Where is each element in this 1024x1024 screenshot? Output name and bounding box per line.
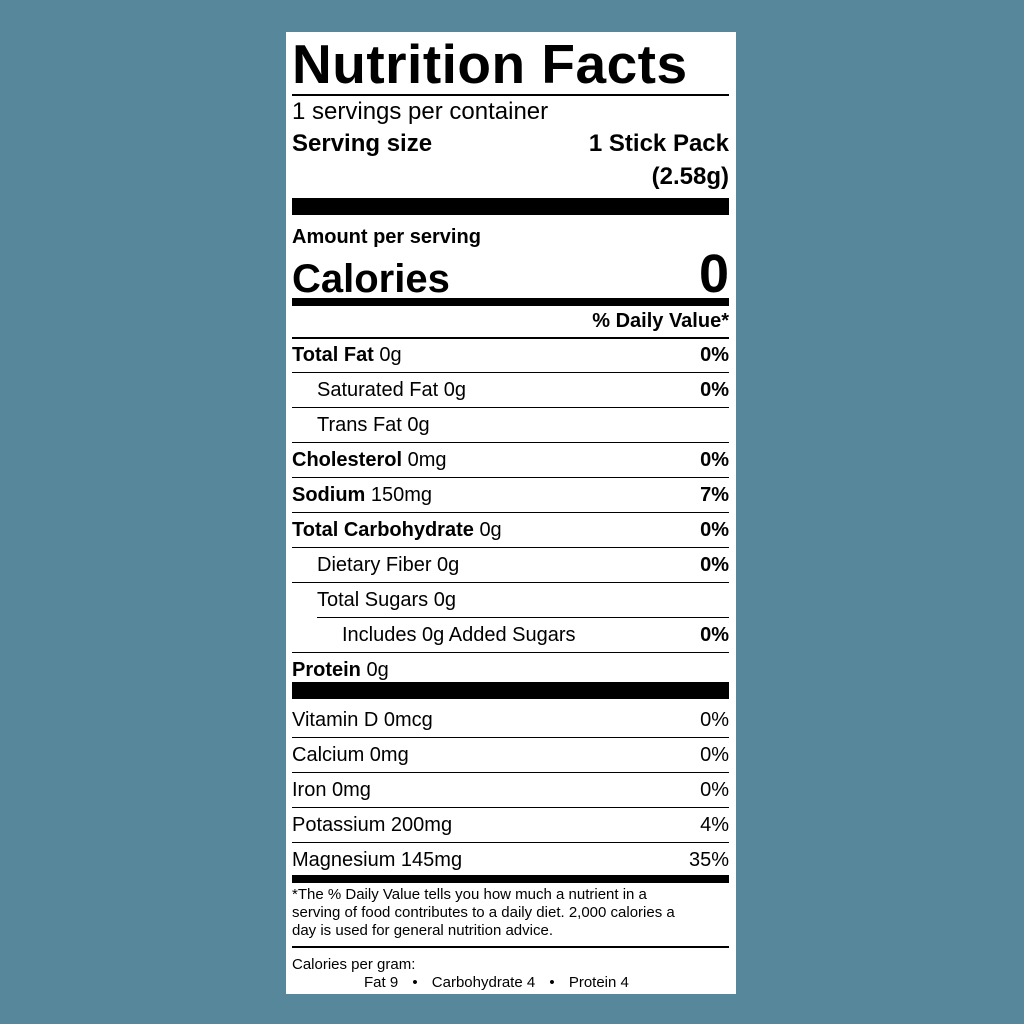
divider xyxy=(292,337,729,339)
vitamin-row-calcium: Calcium 0mg 0% xyxy=(292,738,729,773)
nutrient-row-total-sugars: Total Sugars 0g xyxy=(317,583,729,618)
vitamin-row-iron: Iron 0mg 0% xyxy=(292,773,729,808)
nutrient-name: Total Fat xyxy=(292,343,374,366)
nutrient-name: Total Sugars xyxy=(317,588,429,611)
divider xyxy=(292,946,729,948)
nutrient-row-added-sugars: Includes 0g Added Sugars 0% xyxy=(292,618,729,653)
nutrient-row-saturated-fat: Saturated Fat 0g 0% xyxy=(292,373,729,408)
footnote-line: day is used for general nutrition advice… xyxy=(292,922,553,939)
serving-size-row: Serving size 1 Stick Pack xyxy=(292,129,729,159)
protein-calories: Protein 4 xyxy=(568,974,629,991)
daily-value-header: % Daily Value* xyxy=(592,310,729,332)
serving-size-weight: (2.58g) xyxy=(651,163,729,190)
nutrient-name: Saturated Fat xyxy=(317,378,439,401)
calories-per-gram-label: Calories per gram: xyxy=(292,956,416,973)
divider xyxy=(292,94,729,96)
nutrient-name: Dietary Fiber xyxy=(317,553,432,576)
calories-value: 0 xyxy=(698,244,729,304)
vitamin-dv: 4% xyxy=(700,813,729,836)
nutrient-name: Trans Fat xyxy=(317,413,402,436)
nutrient-amount: 0g xyxy=(479,518,502,541)
nutrient-amount: 150mg xyxy=(370,483,433,506)
nutrient-dv: 0% xyxy=(700,448,729,471)
nutrient-dv: 0% xyxy=(700,518,729,541)
thick-divider xyxy=(292,198,729,215)
nutrition-facts-label: Nutrition Facts 1 servings per container… xyxy=(286,32,736,994)
nutrient-dv: 0% xyxy=(700,378,729,401)
vitamin-row-potassium: Potassium 200mg 4% xyxy=(292,808,729,843)
nutrient-row-protein: Protein 0g xyxy=(292,653,729,687)
vitamin-name: Magnesium 145mg xyxy=(292,848,463,871)
vitamin-dv: 35% xyxy=(688,848,729,871)
separator: • xyxy=(549,974,555,991)
serving-size-label: Serving size xyxy=(292,130,433,157)
nutrient-row-sodium: Sodium 150mg 7% xyxy=(292,478,729,513)
vitamin-dv: 0% xyxy=(700,708,729,731)
separator: • xyxy=(412,974,418,991)
medium-divider xyxy=(292,298,729,306)
calories-row: Calories 0 xyxy=(292,246,729,307)
nutrient-name: Includes 0g Added Sugars xyxy=(342,623,576,646)
vitamin-row-magnesium: Magnesium 145mg 35% xyxy=(292,843,729,877)
nutrient-name: Protein xyxy=(292,658,361,681)
footnote: *The % Daily Value tells you how much a … xyxy=(292,886,729,940)
nutrient-name: Sodium xyxy=(292,483,366,506)
nutrient-amount: 0g xyxy=(433,588,456,611)
nutrient-amount: 0g xyxy=(437,553,460,576)
nutrient-dv: 0% xyxy=(700,343,729,366)
nutrient-dv: 0% xyxy=(700,623,729,646)
servings-per-container: 1 servings per container xyxy=(292,98,549,125)
serving-size-value: 1 Stick Pack xyxy=(588,130,729,157)
nutrient-amount: 0g xyxy=(407,413,430,436)
medium-divider xyxy=(292,875,729,883)
nutrient-row-total-carbohydrate: Total Carbohydrate 0g 0% xyxy=(292,513,729,548)
vitamin-name: Iron 0mg xyxy=(292,778,371,801)
nutrient-name: Total Carbohydrate xyxy=(292,518,474,541)
calories-label: Calories xyxy=(292,257,450,301)
nutrient-list: Total Fat 0g 0% Saturated Fat 0g 0% Trans … xyxy=(292,338,729,687)
calories-per-gram-values: Fat 9 • Carbohydrate 4 • Protein 4 xyxy=(364,974,729,992)
nutrient-dv: 7% xyxy=(700,483,729,506)
nutrient-amount: 0g xyxy=(443,378,466,401)
sugars-group: Total Sugars 0g xyxy=(292,583,729,618)
label-title: Nutrition Facts xyxy=(292,33,688,95)
fat-calories: Fat 9 xyxy=(364,974,399,991)
vitamin-name: Calcium 0mg xyxy=(292,743,409,766)
nutrient-dv: 0% xyxy=(700,553,729,576)
vitamin-dv: 0% xyxy=(700,778,729,801)
vitamin-name: Potassium 200mg xyxy=(292,813,453,836)
amount-per-serving: Amount per serving xyxy=(292,226,481,248)
vitamin-name: Vitamin D 0mcg xyxy=(292,708,433,731)
footnote-line: *The % Daily Value tells you how much a … xyxy=(292,886,647,903)
carbohydrate-calories: Carbohydrate 4 xyxy=(431,974,536,991)
nutrient-amount: 0g xyxy=(379,343,402,366)
footnote-line: serving of food contributes to a daily d… xyxy=(292,904,675,921)
nutrient-name: Cholesterol xyxy=(292,448,403,471)
vitamin-list: Vitamin D 0mcg 0% Calcium 0mg 0% Iron 0mg 0… xyxy=(292,703,729,877)
vitamin-dv: 0% xyxy=(700,743,729,766)
nutrient-row-total-fat: Total Fat 0g 0% xyxy=(292,338,729,373)
thick-divider xyxy=(292,682,729,699)
nutrient-row-dietary-fiber: Dietary Fiber 0g 0% xyxy=(292,548,729,583)
nutrient-row-cholesterol: Cholesterol 0mg 0% xyxy=(292,443,729,478)
nutrient-amount: 0mg xyxy=(407,448,447,471)
vitamin-row-vitamin-d: Vitamin D 0mcg 0% xyxy=(292,703,729,738)
nutrient-amount: 0g xyxy=(366,658,389,681)
nutrient-row-trans-fat: Trans Fat 0g xyxy=(292,408,729,443)
